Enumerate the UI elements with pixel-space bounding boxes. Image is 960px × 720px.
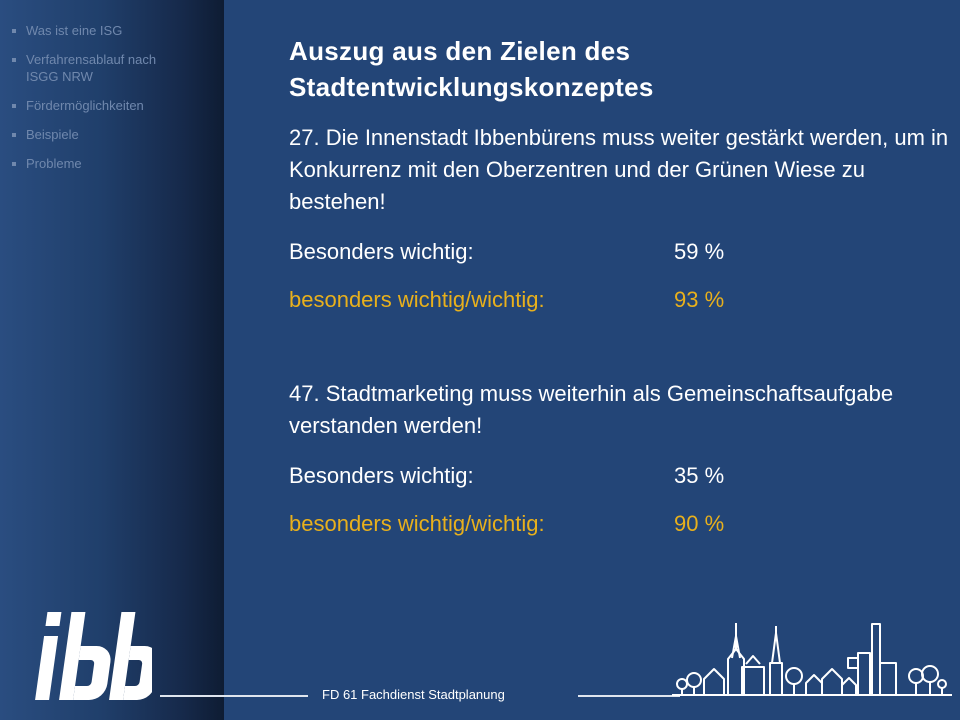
stat-value: 90 % [674,511,725,536]
stat-label: Besonders wichtig: [289,239,474,264]
footer-divider-right [578,695,680,697]
footer-divider-left [160,695,308,697]
sidebar-item-label: Verfahrensablauf nach ISGG NRW [26,52,157,84]
stat-value: 93 % [674,287,725,312]
sidebar-item-probleme[interactable]: Probleme [12,155,212,172]
sidebar-item-foerdermoeglichkeiten[interactable]: Fördermöglichkeiten [12,97,212,114]
stat-label: Besonders wichtig: [289,463,474,488]
sidebar-item-label: Fördermöglichkeiten [26,98,144,113]
stat-value: 59 % [674,239,725,264]
sidebar-item-label: Was ist eine ISG [26,23,123,38]
slide-title: Auszug aus den Zielen des Stadtentwicklu… [289,36,654,102]
sidebar-item-was-ist-eine-isg[interactable]: Was ist eine ISG [12,22,212,39]
ibb-logo [35,612,152,700]
bullet-icon [12,58,16,62]
goal-47-text: 47. Stadtmarketing muss weiterhin als Ge… [289,381,894,438]
sidebar-item-beispiele[interactable]: Beispiele [12,126,212,143]
footer-department: FD 61 Fachdienst Stadtplanung [322,687,505,702]
sidebar-item-verfahrensablauf[interactable]: Verfahrensablauf nach ISGG NRW [12,51,212,85]
sidebar-item-label: Beispiele [26,127,79,142]
stat-value: 35 % [674,463,725,488]
stat-label: besonders wichtig/wichtig: [289,511,545,536]
bullet-icon [12,162,16,166]
stat-label: besonders wichtig/wichtig: [289,287,545,312]
town-skyline-icon [672,623,952,696]
goal-27-text: 27. Die Innenstadt Ibbenbürens muss weit… [289,125,949,214]
sidebar: Was ist eine ISG Verfahrensablauf nach I… [0,0,224,720]
bullet-icon [12,29,16,33]
bullet-icon [12,133,16,137]
sidebar-nav: Was ist eine ISG Verfahrensablauf nach I… [12,22,212,184]
bullet-icon [12,104,16,108]
sidebar-item-label: Probleme [26,156,82,171]
